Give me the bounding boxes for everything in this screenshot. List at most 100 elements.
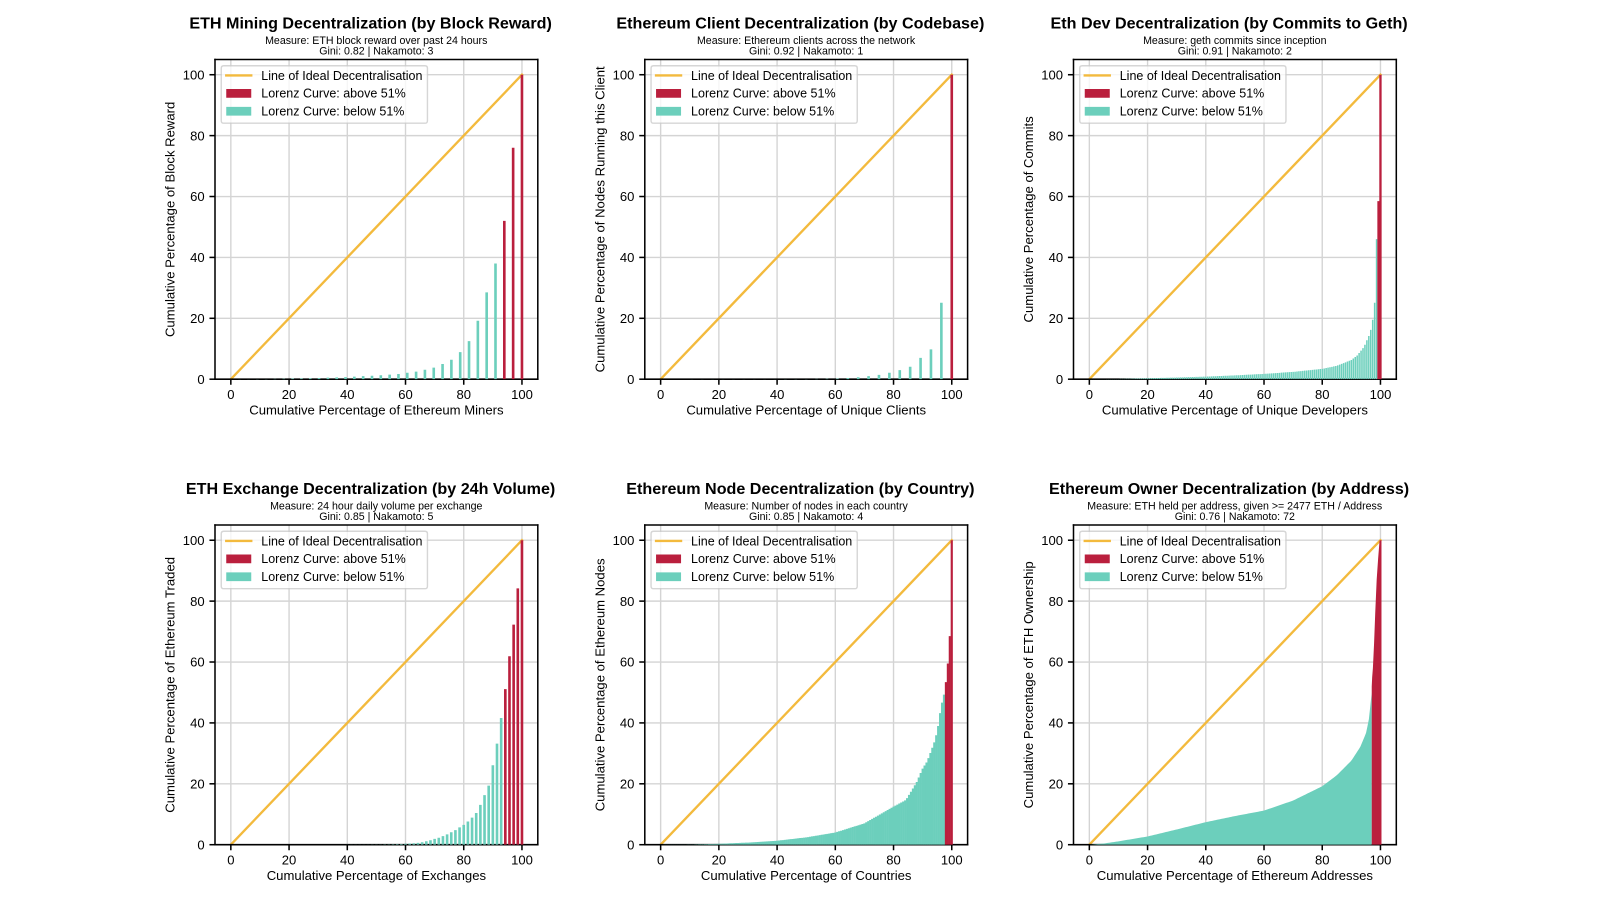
- svg-text:80: 80: [620, 128, 635, 143]
- svg-text:80: 80: [1315, 853, 1330, 868]
- svg-text:Measure: geth commits since in: Measure: geth commits since inception: [1143, 35, 1326, 47]
- svg-text:Lorenz Curve: below 51%: Lorenz Curve: below 51%: [261, 105, 404, 119]
- svg-text:0: 0: [1086, 853, 1093, 868]
- svg-text:100: 100: [183, 533, 205, 548]
- svg-text:Gini: 0.85 | Nakamoto: 5: Gini: 0.85 | Nakamoto: 5: [319, 511, 433, 523]
- svg-text:80: 80: [620, 594, 635, 609]
- svg-text:40: 40: [620, 716, 635, 731]
- svg-text:Cumulative Percentage of Ether: Cumulative Percentage of Ethereum Nodes: [592, 558, 607, 811]
- svg-text:Gini: 0.91 | Nakamoto: 2: Gini: 0.91 | Nakamoto: 2: [1178, 45, 1292, 57]
- svg-text:40: 40: [340, 387, 355, 402]
- svg-text:20: 20: [712, 387, 727, 402]
- svg-text:80: 80: [1049, 594, 1064, 609]
- svg-text:Line of Ideal Decentralisation: Line of Ideal Decentralisation: [1120, 69, 1281, 83]
- svg-text:100: 100: [1370, 387, 1392, 402]
- svg-text:40: 40: [340, 853, 355, 868]
- svg-text:Measure: ETH block reward over: Measure: ETH block reward over past 24 h…: [265, 35, 487, 47]
- svg-text:40: 40: [770, 853, 785, 868]
- svg-text:60: 60: [1257, 387, 1272, 402]
- svg-text:40: 40: [620, 250, 635, 265]
- svg-text:Ethereum Node Decentralization: Ethereum Node Decentralization (by Count…: [626, 480, 974, 498]
- svg-text:Measure: ETH held per address,: Measure: ETH held per address, given >= …: [1087, 500, 1382, 512]
- svg-text:Ethereum Client Decentralizati: Ethereum Client Decentralization (by Cod…: [616, 14, 984, 32]
- svg-text:60: 60: [1049, 189, 1064, 204]
- svg-text:Lorenz Curve: below 51%: Lorenz Curve: below 51%: [691, 105, 834, 119]
- svg-text:Cumulative Percentage of Nodes: Cumulative Percentage of Nodes Running t…: [592, 66, 607, 372]
- svg-text:20: 20: [1140, 387, 1155, 402]
- svg-text:40: 40: [190, 250, 205, 265]
- svg-text:60: 60: [1049, 655, 1064, 670]
- svg-text:80: 80: [886, 853, 901, 868]
- svg-text:60: 60: [190, 189, 205, 204]
- svg-text:Line of Ideal Decentralisation: Line of Ideal Decentralisation: [691, 69, 852, 83]
- svg-text:0: 0: [197, 372, 204, 387]
- svg-text:20: 20: [282, 853, 297, 868]
- svg-text:20: 20: [190, 311, 205, 326]
- svg-text:80: 80: [190, 594, 205, 609]
- svg-text:40: 40: [1199, 853, 1214, 868]
- svg-text:ETH Exchange Decentralization: ETH Exchange Decentralization (by 24h Vo…: [186, 480, 555, 498]
- svg-text:80: 80: [456, 387, 471, 402]
- svg-text:20: 20: [620, 311, 635, 326]
- svg-text:100: 100: [183, 67, 205, 82]
- svg-text:Cumulative Percentage of Uniqu: Cumulative Percentage of Unique Develope…: [1102, 402, 1368, 417]
- svg-text:80: 80: [1049, 128, 1064, 143]
- svg-text:Lorenz Curve: above 51%: Lorenz Curve: above 51%: [1120, 87, 1265, 101]
- svg-text:20: 20: [1140, 853, 1155, 868]
- svg-text:100: 100: [1370, 853, 1392, 868]
- svg-text:60: 60: [828, 853, 843, 868]
- svg-text:Lorenz Curve: above 51%: Lorenz Curve: above 51%: [261, 552, 406, 566]
- svg-text:Line of Ideal Decentralisation: Line of Ideal Decentralisation: [261, 69, 422, 83]
- svg-text:20: 20: [282, 387, 297, 402]
- svg-text:Lorenz Curve: below 51%: Lorenz Curve: below 51%: [261, 570, 404, 584]
- svg-text:Lorenz Curve: above 51%: Lorenz Curve: above 51%: [1120, 552, 1265, 566]
- svg-text:0: 0: [627, 372, 634, 387]
- svg-text:40: 40: [770, 387, 785, 402]
- svg-text:0: 0: [197, 837, 204, 852]
- svg-text:60: 60: [620, 189, 635, 204]
- svg-text:100: 100: [613, 533, 635, 548]
- svg-text:100: 100: [511, 853, 533, 868]
- svg-text:100: 100: [613, 67, 635, 82]
- svg-text:0: 0: [1056, 837, 1063, 852]
- svg-text:20: 20: [1049, 777, 1064, 792]
- svg-text:Measure: Number of nodes in ea: Measure: Number of nodes in each country: [704, 500, 908, 512]
- svg-text:Line of Ideal Decentralisation: Line of Ideal Decentralisation: [261, 534, 422, 548]
- svg-text:80: 80: [886, 387, 901, 402]
- svg-text:Eth Dev Decentralization (by C: Eth Dev Decentralization (by Commits to …: [1051, 14, 1408, 32]
- svg-text:40: 40: [1049, 250, 1064, 265]
- svg-text:Lorenz Curve: below 51%: Lorenz Curve: below 51%: [691, 570, 834, 584]
- svg-text:40: 40: [1049, 716, 1064, 731]
- svg-text:20: 20: [1049, 311, 1064, 326]
- svg-text:0: 0: [657, 853, 664, 868]
- svg-text:Cumulative Percentage of Commi: Cumulative Percentage of Commits: [1021, 116, 1036, 323]
- svg-text:Measure: 24 hour daily volume: Measure: 24 hour daily volume per exchan…: [270, 500, 482, 512]
- svg-text:Cumulative Percentage of ETH O: Cumulative Percentage of ETH Ownership: [1021, 561, 1036, 808]
- svg-text:Lorenz Curve: above 51%: Lorenz Curve: above 51%: [691, 87, 836, 101]
- svg-text:Gini: 0.92 | Nakamoto: 1: Gini: 0.92 | Nakamoto: 1: [749, 45, 863, 57]
- svg-text:Gini: 0.76 | Nakamoto: 72: Gini: 0.76 | Nakamoto: 72: [1175, 511, 1295, 523]
- svg-text:20: 20: [190, 777, 205, 792]
- svg-text:0: 0: [627, 837, 634, 852]
- svg-text:80: 80: [1315, 387, 1330, 402]
- svg-text:ETH Mining Decentralization (b: ETH Mining Decentralization (by Block Re…: [189, 14, 552, 32]
- svg-text:Cumulative Percentage of Ether: Cumulative Percentage of Ethereum Addres…: [1097, 868, 1374, 883]
- svg-text:Measure: Ethereum clients acro: Measure: Ethereum clients across the net…: [697, 35, 916, 47]
- svg-text:Lorenz Curve: below 51%: Lorenz Curve: below 51%: [1120, 570, 1263, 584]
- svg-text:100: 100: [941, 387, 963, 402]
- svg-text:Gini: 0.82 | Nakamoto: 3: Gini: 0.82 | Nakamoto: 3: [319, 45, 433, 57]
- svg-text:Cumulative Percentage of Block: Cumulative Percentage of Block Reward: [163, 102, 178, 337]
- svg-text:60: 60: [190, 655, 205, 670]
- svg-text:0: 0: [657, 387, 664, 402]
- svg-text:100: 100: [1041, 533, 1063, 548]
- svg-text:60: 60: [620, 655, 635, 670]
- svg-text:20: 20: [712, 853, 727, 868]
- svg-text:80: 80: [456, 853, 471, 868]
- svg-text:100: 100: [941, 853, 963, 868]
- svg-text:20: 20: [620, 777, 635, 792]
- svg-text:0: 0: [1056, 372, 1063, 387]
- svg-text:Line of Ideal Decentralisation: Line of Ideal Decentralisation: [691, 534, 852, 548]
- svg-text:100: 100: [511, 387, 533, 402]
- svg-text:0: 0: [227, 387, 234, 402]
- svg-text:60: 60: [828, 387, 843, 402]
